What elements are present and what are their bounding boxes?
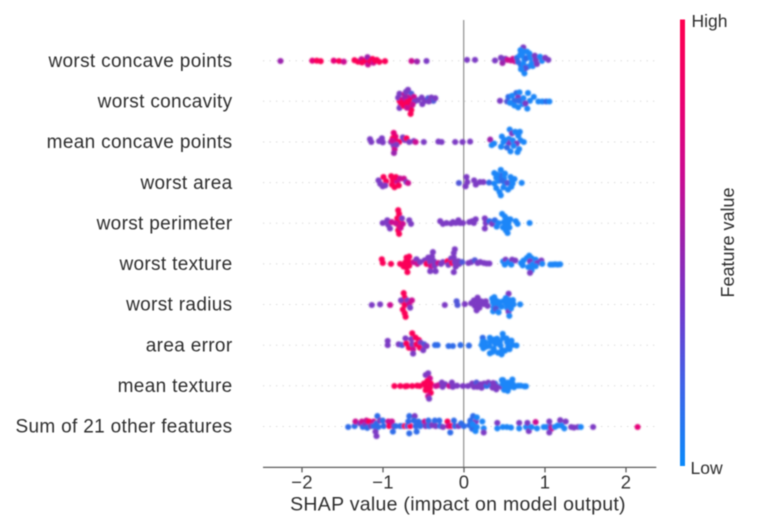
svg-text:High: High [692, 11, 728, 31]
svg-text:worst radius: worst radius [125, 295, 232, 316]
svg-text:mean concave points: mean concave points [47, 132, 233, 153]
svg-text:area error: area error [146, 335, 233, 356]
svg-text:worst area: worst area [139, 173, 232, 194]
svg-text:SHAP value (impact on model ou: SHAP value (impact on model output) [290, 494, 626, 516]
svg-text:Feature value: Feature value [718, 187, 738, 297]
svg-text:Low: Low [691, 458, 723, 478]
svg-text:worst concavity: worst concavity [97, 92, 233, 113]
svg-text:0: 0 [459, 472, 470, 493]
svg-text:2: 2 [621, 472, 632, 493]
svg-text:mean texture: mean texture [118, 376, 233, 397]
svg-text:worst texture: worst texture [118, 254, 232, 275]
svg-text:1: 1 [540, 472, 551, 493]
svg-text:worst concave points: worst concave points [47, 51, 232, 72]
svg-text:worst perimeter: worst perimeter [96, 214, 233, 235]
svg-text:−1: −1 [372, 472, 394, 493]
svg-text:−2: −2 [291, 472, 313, 493]
svg-text:Sum of 21 other features: Sum of 21 other features [15, 417, 232, 438]
